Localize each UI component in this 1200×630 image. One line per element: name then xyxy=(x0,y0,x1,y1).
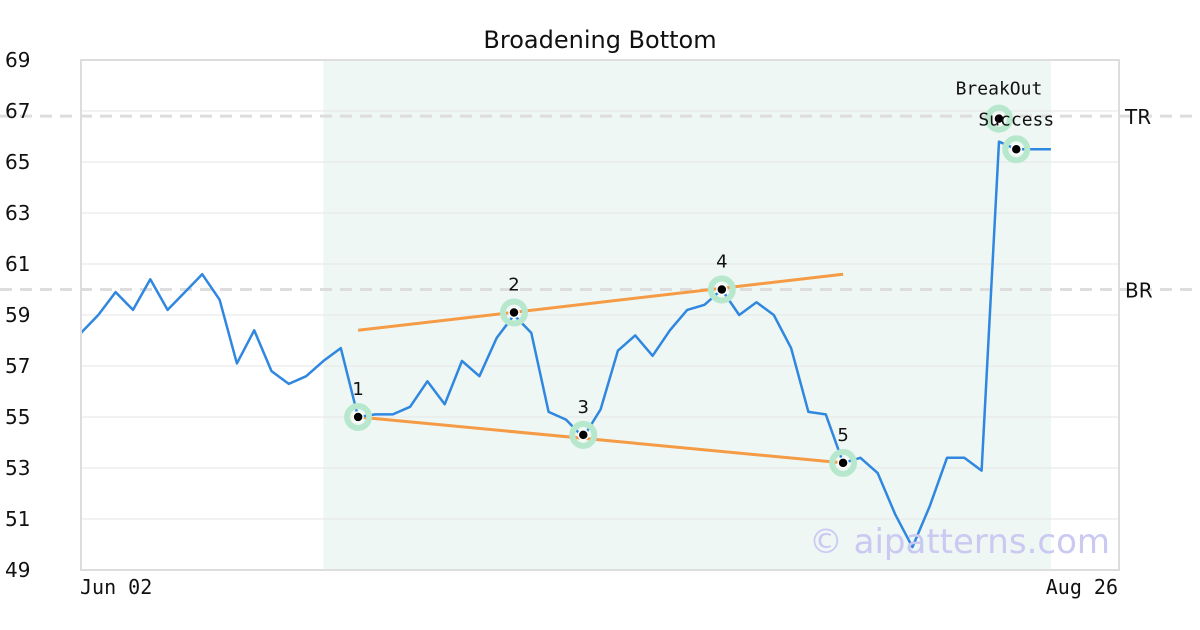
pattern-point-5 xyxy=(837,457,849,469)
annotation-ring-breakout xyxy=(984,104,1013,133)
y-tick-label-59: 59 xyxy=(5,303,30,327)
pattern-point-label-3: 3 xyxy=(578,397,589,418)
reference-label-br: BR xyxy=(1125,279,1153,303)
pattern-points: 1 2 3 4 5 BreakOut Success xyxy=(344,79,1054,477)
upper-trendline xyxy=(357,272,844,332)
annotation-point-success xyxy=(1010,143,1023,155)
pattern-point-label-2: 2 xyxy=(508,274,519,295)
y-tick-label-61: 61 xyxy=(5,252,30,276)
y-tick-label-53: 53 xyxy=(5,456,30,480)
annotation-point-breakout xyxy=(993,112,1005,125)
pattern-point-4 xyxy=(716,283,728,296)
trendlines xyxy=(357,272,844,465)
annotation-label-success: Success xyxy=(978,109,1054,130)
x-tick-label-end: Aug 26 xyxy=(1046,575,1118,599)
pattern-point-2 xyxy=(508,306,520,319)
x-tick-label-start: Jun 02 xyxy=(80,575,152,599)
y-tick-label-51: 51 xyxy=(5,507,30,531)
y-tick-label-67: 67 xyxy=(5,99,30,123)
price-series xyxy=(80,140,1051,549)
watermark: © aipatterns.com xyxy=(809,522,1110,562)
pattern-point-ring-3 xyxy=(569,420,598,449)
pattern-point-label-4: 4 xyxy=(716,252,727,273)
pattern-point-label-5: 5 xyxy=(837,425,848,446)
y-tick-label-57: 57 xyxy=(5,354,30,378)
pattern-point-ring-5 xyxy=(829,448,858,477)
y-tick-label-49: 49 xyxy=(5,558,30,582)
annotation-label-breakout: BreakOut xyxy=(956,79,1043,100)
y-tick-label-55: 55 xyxy=(5,405,30,429)
pattern-point-1 xyxy=(352,411,364,423)
y-tick-label-69: 69 xyxy=(5,48,30,72)
plot-frame xyxy=(80,59,1120,571)
reference-label-tr: TR xyxy=(1124,105,1151,129)
annotation-ring-success xyxy=(1002,135,1031,164)
pattern-point-label-1: 1 xyxy=(352,379,363,400)
chart-title: Broadening Bottom xyxy=(483,26,716,54)
lower-trendline xyxy=(357,415,844,465)
pattern-point-ring-2 xyxy=(500,298,528,327)
pattern-point-3 xyxy=(577,429,590,441)
y-tick-label-63: 63 xyxy=(5,201,30,225)
y-tick-label-65: 65 xyxy=(5,150,30,174)
pattern-point-ring-4 xyxy=(707,275,736,304)
price-line xyxy=(80,140,1051,549)
pattern-point-ring-1 xyxy=(344,403,373,431)
